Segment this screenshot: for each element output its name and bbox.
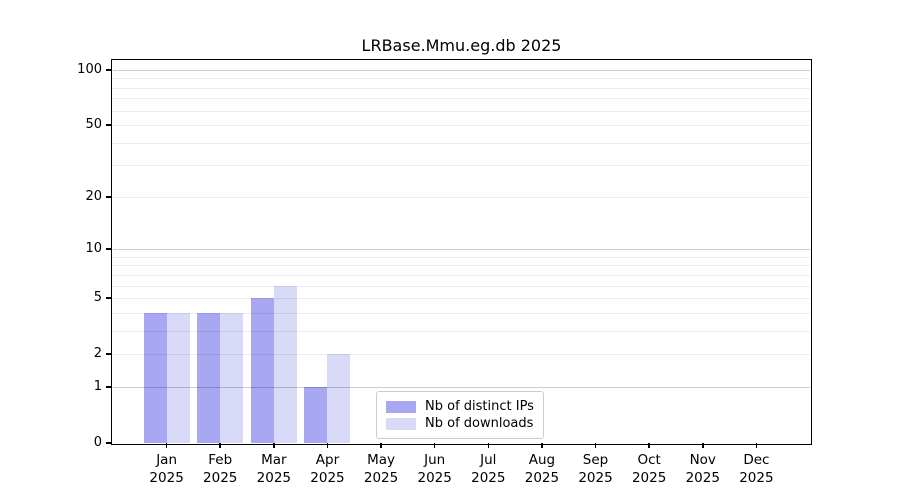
bar-nb-of-distinct-ips-feb bbox=[197, 312, 221, 443]
x-tick-label-aug: Aug 2025 bbox=[524, 452, 560, 486]
gridline-minor-8 bbox=[113, 265, 810, 267]
y-tick-20 bbox=[106, 196, 111, 198]
y-tick-2 bbox=[106, 353, 111, 355]
gridline-minor-7 bbox=[113, 274, 810, 276]
gridline-minor-5 bbox=[113, 298, 810, 300]
y-tick-label-5: 5 bbox=[93, 290, 102, 306]
gridline-minor-80 bbox=[113, 87, 810, 89]
y-tick-label-100: 100 bbox=[77, 62, 102, 77]
y-tick-label-2: 2 bbox=[93, 346, 102, 362]
gridline-minor-90 bbox=[113, 78, 810, 80]
x-tick-jul bbox=[487, 443, 490, 448]
legend-label-distinct-ips: Nb of distinct IPs bbox=[425, 399, 534, 414]
gridline-minor-3 bbox=[113, 330, 810, 332]
gridline-minor-6 bbox=[113, 285, 810, 287]
x-tick-label-sep: Sep 2025 bbox=[578, 452, 613, 486]
y-tick-label-50: 50 bbox=[85, 117, 102, 133]
gridline-major-100 bbox=[113, 70, 810, 71]
x-tick-label-dec: Dec 2025 bbox=[739, 452, 774, 486]
x-tick-jan bbox=[165, 443, 168, 448]
bar-nb-of-downloads-apr bbox=[327, 354, 351, 443]
x-tick-label-jan: Jan 2025 bbox=[149, 452, 184, 486]
bar-nb-of-downloads-jan bbox=[166, 312, 190, 443]
y-tick-100 bbox=[106, 69, 111, 71]
bar-nb-of-distinct-ips-jan bbox=[143, 312, 167, 443]
x-tick-label-oct: Oct 2025 bbox=[631, 452, 667, 486]
y-tick-label-0: 0 bbox=[93, 435, 102, 450]
plot-area: Nb of distinct IPs Nb of downloads bbox=[111, 59, 812, 445]
x-tick-feb bbox=[219, 443, 222, 448]
bar-nb-of-distinct-ips-mar bbox=[250, 298, 274, 443]
x-tick-dec bbox=[755, 443, 758, 448]
gridline-minor-4 bbox=[113, 312, 810, 314]
y-tick-10 bbox=[106, 248, 111, 250]
x-tick-label-may: May 2025 bbox=[363, 452, 399, 486]
y-tick-label-1: 1 bbox=[93, 378, 102, 394]
gridline-minor-2 bbox=[113, 354, 810, 356]
y-tick-5 bbox=[106, 297, 111, 299]
y-tick-50 bbox=[106, 124, 111, 127]
bar-nb-of-distinct-ips-apr bbox=[304, 386, 328, 443]
bar-nb-of-downloads-mar bbox=[273, 285, 297, 443]
x-tick-sep bbox=[594, 443, 597, 448]
x-tick-label-feb: Feb 2025 bbox=[203, 452, 238, 486]
chart-title: LRBase.Mmu.eg.db 2025 bbox=[361, 36, 562, 55]
x-tick-label-mar: Mar 2025 bbox=[256, 452, 292, 486]
gridline-minor-9 bbox=[113, 256, 810, 258]
legend-swatch-downloads bbox=[386, 417, 416, 430]
x-tick-mar bbox=[273, 443, 275, 448]
bar-nb-of-downloads-feb bbox=[220, 312, 244, 443]
legend-item-downloads: Nb of downloads bbox=[386, 415, 534, 432]
x-tick-may bbox=[380, 443, 382, 448]
y-tick-0 bbox=[106, 442, 111, 444]
x-tick-aug bbox=[541, 443, 543, 448]
y-tick-label-10: 10 bbox=[85, 241, 102, 257]
x-tick-label-jun: Jun 2025 bbox=[417, 452, 452, 486]
x-tick-nov bbox=[701, 443, 704, 448]
gridline-minor-70 bbox=[113, 98, 810, 100]
x-tick-apr bbox=[326, 443, 329, 448]
gridline-major-10 bbox=[113, 249, 810, 251]
x-tick-jun bbox=[433, 443, 436, 448]
x-tick-oct bbox=[648, 443, 650, 448]
legend-swatch-distinct-ips bbox=[386, 400, 416, 413]
gridline-minor-50 bbox=[113, 125, 810, 127]
y-tick-label-20: 20 bbox=[85, 188, 102, 204]
x-tick-label-jul: Jul 2025 bbox=[471, 452, 506, 486]
y-tick-1 bbox=[106, 386, 111, 388]
gridline-minor-20 bbox=[113, 196, 810, 198]
legend: Nb of distinct IPs Nb of downloads bbox=[376, 391, 544, 439]
legend-item-distinct-ips: Nb of distinct IPs bbox=[386, 398, 534, 415]
x-tick-label-nov: Nov 2025 bbox=[685, 452, 720, 486]
gridline-minor-30 bbox=[113, 165, 810, 167]
gridline-minor-60 bbox=[113, 110, 810, 112]
x-tick-label-apr: Apr 2025 bbox=[310, 452, 345, 486]
gridline-minor-40 bbox=[113, 142, 810, 144]
legend-label-downloads: Nb of downloads bbox=[425, 416, 534, 431]
gridline-major-1 bbox=[113, 386, 810, 388]
